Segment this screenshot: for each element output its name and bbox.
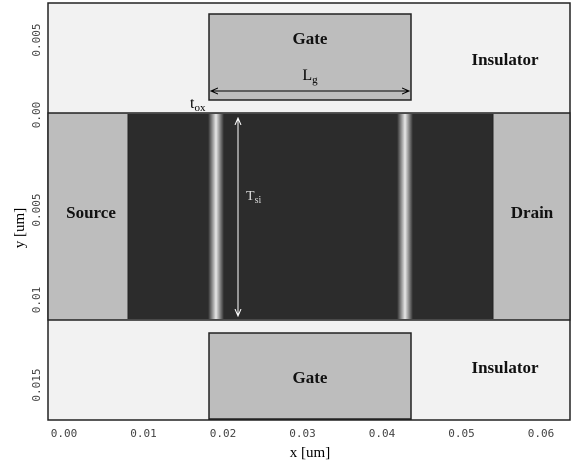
region-label: Gate <box>293 368 328 387</box>
dimension-sub: g <box>312 74 318 86</box>
interface-stripe <box>397 114 413 319</box>
x-tick-label: 0.05 <box>448 427 475 440</box>
y-tick-label: 0.00 <box>30 102 43 129</box>
x-tick-label: 0.01 <box>130 427 157 440</box>
x-tick-label: 0.00 <box>51 427 78 440</box>
region-label: Insulator <box>471 50 539 69</box>
dimension-main: t <box>190 95 195 112</box>
y-tick-label: 0.005 <box>30 23 43 56</box>
y-tick-label: 0.005 <box>30 193 43 226</box>
x-tick-label: 0.06 <box>528 427 555 440</box>
x-tick-label: 0.02 <box>210 427 237 440</box>
top-gate <box>208 13 412 101</box>
y-tick-label: 0.015 <box>30 368 43 401</box>
region-label: Gate <box>293 29 328 48</box>
y-tick-label: 0.01 <box>30 287 43 314</box>
y-axis-label: y [um] <box>12 208 28 248</box>
dimension-label: Tsi <box>246 189 261 206</box>
dimension-label: tox <box>190 95 206 114</box>
interface-stripe <box>208 114 224 319</box>
dimension-sub: ox <box>194 102 206 114</box>
region-label: Source <box>66 203 116 222</box>
dimension-main: T <box>246 189 255 204</box>
dimension-label: Lg <box>302 67 318 86</box>
x-tick-label: 0.04 <box>369 427 396 440</box>
x-tick-label: 0.03 <box>289 427 316 440</box>
dimension-main: L <box>302 67 312 84</box>
region-label: Insulator <box>471 358 539 377</box>
channel <box>128 114 493 319</box>
x-axis-label: x [um] <box>290 445 330 461</box>
dimension-sub: si <box>255 195 262 206</box>
region-label: Drain <box>511 203 554 222</box>
bottom-gate <box>208 332 412 420</box>
